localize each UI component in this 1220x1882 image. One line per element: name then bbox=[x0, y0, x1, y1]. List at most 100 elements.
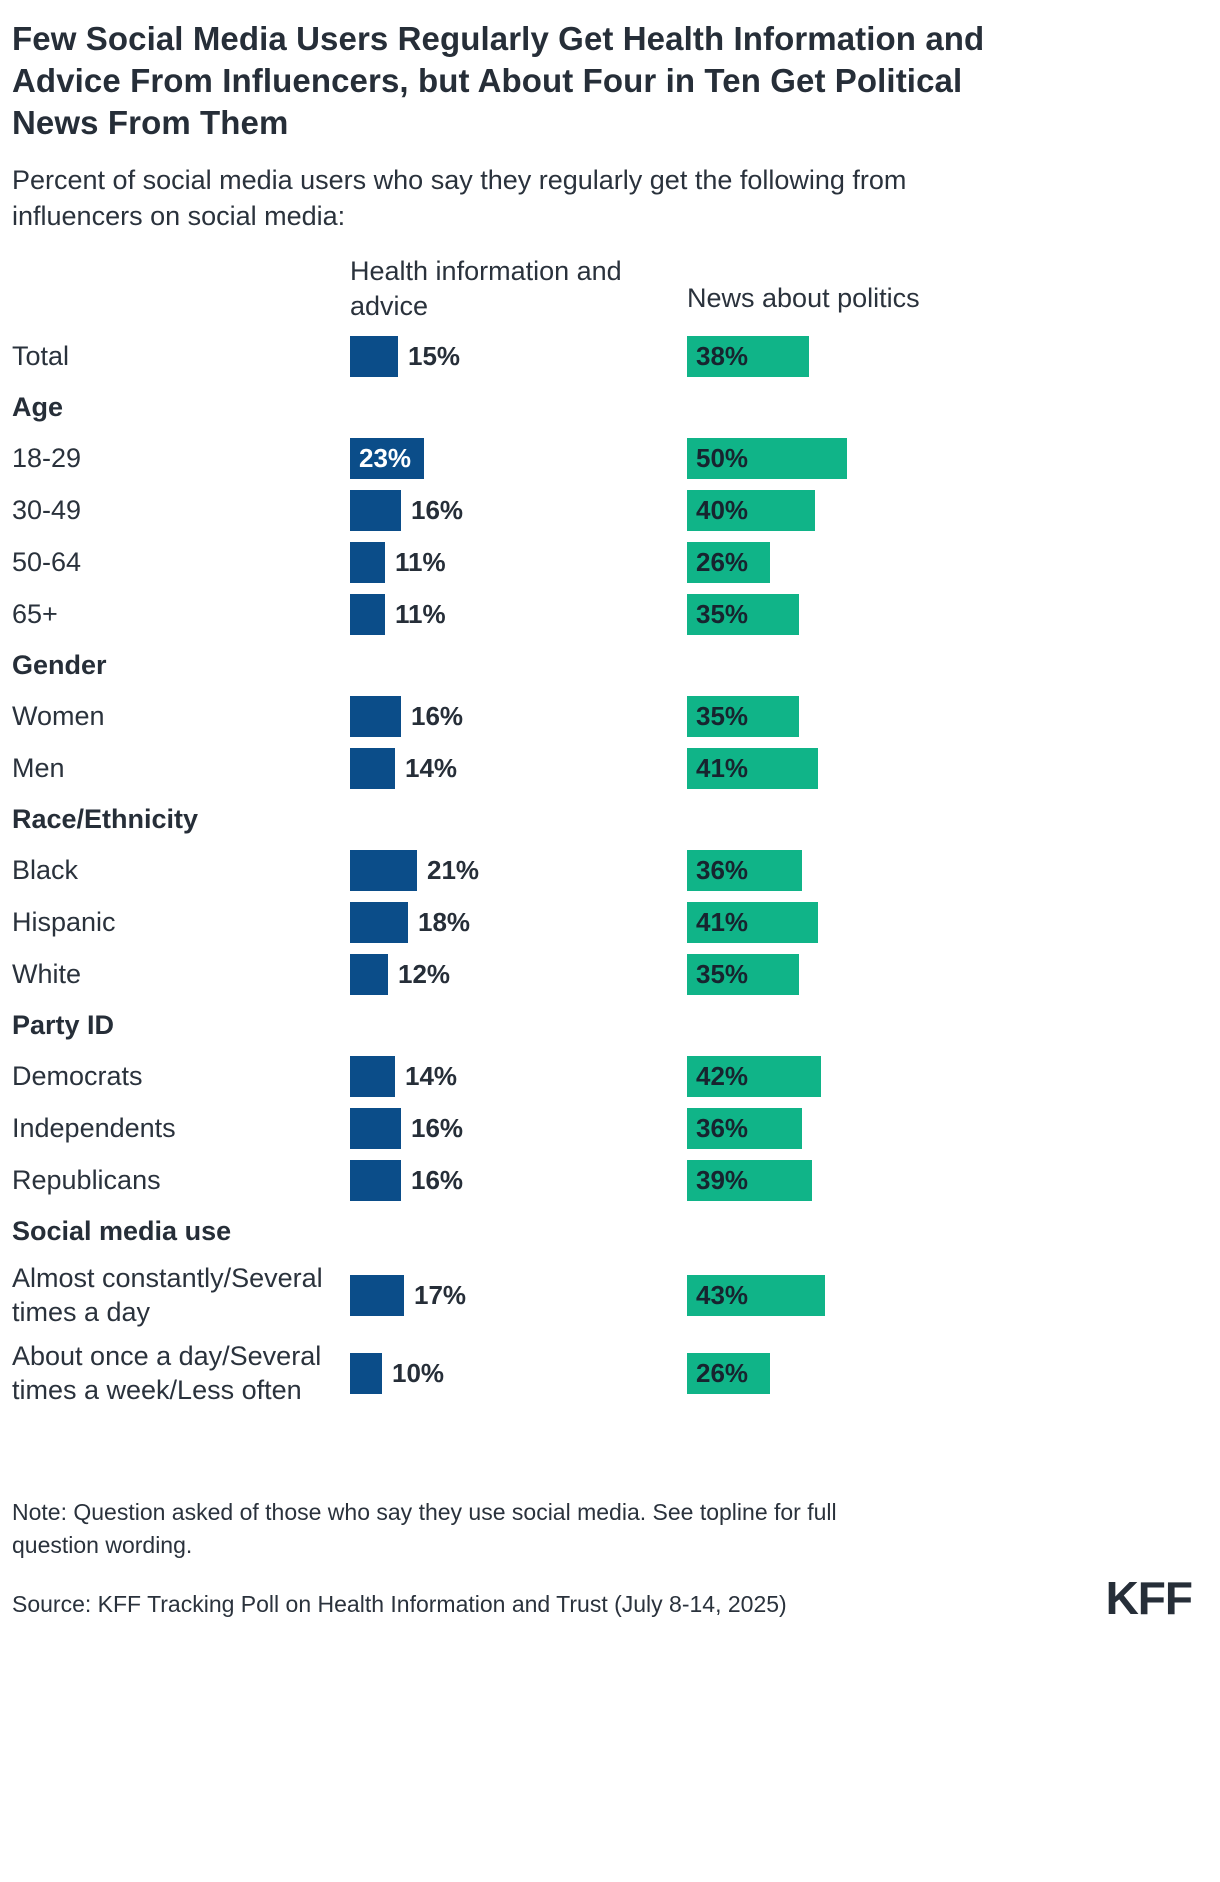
health-value: 21% bbox=[427, 854, 480, 885]
health-value: 14% bbox=[405, 752, 458, 783]
row-label: 18-29 bbox=[12, 443, 82, 473]
health-value: 15% bbox=[408, 340, 461, 371]
politics-bar: 26% bbox=[687, 541, 770, 583]
health-bar bbox=[350, 901, 408, 943]
row-label: Independents bbox=[12, 1113, 176, 1143]
politics-bar-cell: 35% bbox=[687, 593, 1196, 635]
row-label: Men bbox=[12, 753, 65, 783]
row-label: About once a day/Several times a week/Le… bbox=[12, 1341, 322, 1405]
row-label: 65+ bbox=[12, 599, 58, 629]
section-header: Gender bbox=[12, 649, 107, 680]
row-label: 30-49 bbox=[12, 495, 82, 525]
health-bar bbox=[350, 1274, 404, 1316]
chart-row: Black 21% 36% bbox=[12, 844, 1196, 896]
health-bar bbox=[350, 1055, 395, 1097]
politics-bar: 35% bbox=[687, 593, 799, 635]
health-bar-cell: 18% bbox=[350, 901, 687, 943]
section-header: Race/Ethnicity bbox=[12, 803, 199, 834]
health-bar bbox=[350, 1352, 382, 1394]
health-bar bbox=[350, 953, 388, 995]
health-bar bbox=[350, 593, 385, 635]
chart-row: 50-64 11% 26% bbox=[12, 536, 1196, 588]
health-bar-cell: 15% bbox=[350, 335, 687, 377]
chart-row: Democrats 14% 42% bbox=[12, 1050, 1196, 1102]
health-value: 10% bbox=[392, 1357, 445, 1388]
row-label: Almost constantly/Several times a day bbox=[12, 1263, 323, 1327]
section-header-row: Party ID bbox=[12, 1000, 1196, 1050]
politics-value: 26% bbox=[696, 1357, 749, 1388]
politics-bar-cell: 41% bbox=[687, 747, 1196, 789]
health-value: 16% bbox=[411, 494, 464, 525]
politics-bar: 41% bbox=[687, 901, 818, 943]
politics-bar: 42% bbox=[687, 1055, 821, 1097]
politics-bar: 43% bbox=[687, 1274, 825, 1316]
row-label: Hispanic bbox=[12, 907, 116, 937]
politics-value: 42% bbox=[696, 1060, 749, 1091]
politics-bar: 50% bbox=[687, 437, 847, 479]
politics-bar: 39% bbox=[687, 1159, 812, 1201]
health-bar: 23% bbox=[350, 437, 424, 479]
chart-row: 30-49 16% 40% bbox=[12, 484, 1196, 536]
politics-bar-cell: 39% bbox=[687, 1159, 1196, 1201]
chart-row: 65+ 11% 35% bbox=[12, 588, 1196, 640]
section-header-row: Social media use bbox=[12, 1206, 1196, 1256]
chart-page: Few Social Media Users Regularly Get Hea… bbox=[12, 20, 1196, 1624]
row-label: 50-64 bbox=[12, 547, 82, 577]
politics-value: 35% bbox=[696, 700, 749, 731]
health-value: 17% bbox=[414, 1279, 467, 1310]
health-bar-cell: 16% bbox=[350, 489, 687, 531]
politics-bar: 36% bbox=[687, 1107, 802, 1149]
kff-logo: KFF bbox=[1105, 1572, 1193, 1624]
politics-value: 36% bbox=[696, 854, 749, 885]
chart-row: Men 14% 41% bbox=[12, 742, 1196, 794]
health-bar-cell: 17% bbox=[350, 1274, 687, 1316]
column-headers: Health information and advice News about… bbox=[12, 240, 1196, 330]
chart-footer: Note: Question asked of those who say th… bbox=[12, 1496, 1196, 1624]
health-value: 23% bbox=[359, 442, 412, 473]
chart-row: Women 16% 35% bbox=[12, 690, 1196, 742]
politics-value: 50% bbox=[696, 442, 749, 473]
politics-bar-cell: 26% bbox=[687, 541, 1196, 583]
row-label: White bbox=[12, 959, 82, 989]
health-value: 12% bbox=[398, 958, 451, 989]
politics-bar: 35% bbox=[687, 695, 799, 737]
politics-bar-cell: 50% bbox=[687, 437, 1196, 479]
politics-value: 43% bbox=[696, 1279, 749, 1310]
section-header: Party ID bbox=[12, 1009, 115, 1040]
health-bar-cell: 14% bbox=[350, 1055, 687, 1097]
bar-chart: Health information and advice News about… bbox=[12, 240, 1196, 1412]
row-label: Women bbox=[12, 701, 105, 731]
row-label: Republicans bbox=[12, 1165, 161, 1195]
health-bar-cell: 12% bbox=[350, 953, 687, 995]
politics-bar-cell: 42% bbox=[687, 1055, 1196, 1097]
chart-rows: Total 15% 38% Age 18-29 23% 50% 30-49 16% 40% 50-6… bbox=[12, 330, 1196, 1412]
chart-source: Source: KFF Tracking Poll on Health Info… bbox=[12, 1591, 787, 1617]
politics-value: 35% bbox=[696, 958, 749, 989]
row-label: Total bbox=[12, 341, 70, 371]
health-bar-cell: 16% bbox=[350, 1107, 687, 1149]
politics-bar-cell: 35% bbox=[687, 953, 1196, 995]
chart-row: Almost constantly/Several times a day 17%… bbox=[12, 1256, 1196, 1334]
health-bar bbox=[350, 489, 401, 531]
health-bar-cell: 14% bbox=[350, 747, 687, 789]
health-value: 16% bbox=[411, 1112, 464, 1143]
politics-bar-cell: 38% bbox=[687, 335, 1196, 377]
health-bar-cell: 11% bbox=[350, 541, 687, 583]
chart-row: About once a day/Several times a week/Le… bbox=[12, 1334, 1196, 1412]
politics-value: 39% bbox=[696, 1164, 749, 1195]
health-value: 14% bbox=[405, 1060, 458, 1091]
health-bar-cell: 16% bbox=[350, 1159, 687, 1201]
health-bar bbox=[350, 1159, 401, 1201]
health-value: 16% bbox=[411, 1164, 464, 1195]
politics-value: 41% bbox=[696, 752, 749, 783]
health-bar bbox=[350, 335, 398, 377]
source-row: Source: KFF Tracking Poll on Health Info… bbox=[12, 1572, 1196, 1624]
health-value: 11% bbox=[395, 598, 446, 629]
chart-row: Republicans 16% 39% bbox=[12, 1154, 1196, 1206]
chart-row: Hispanic 18% 41% bbox=[12, 896, 1196, 948]
health-bar-cell: 21% bbox=[350, 849, 687, 891]
chart-title: Few Social Media Users Regularly Get Hea… bbox=[12, 20, 985, 141]
health-bar bbox=[350, 1107, 401, 1149]
politics-bar-cell: 43% bbox=[687, 1274, 1196, 1316]
politics-value: 26% bbox=[696, 546, 749, 577]
